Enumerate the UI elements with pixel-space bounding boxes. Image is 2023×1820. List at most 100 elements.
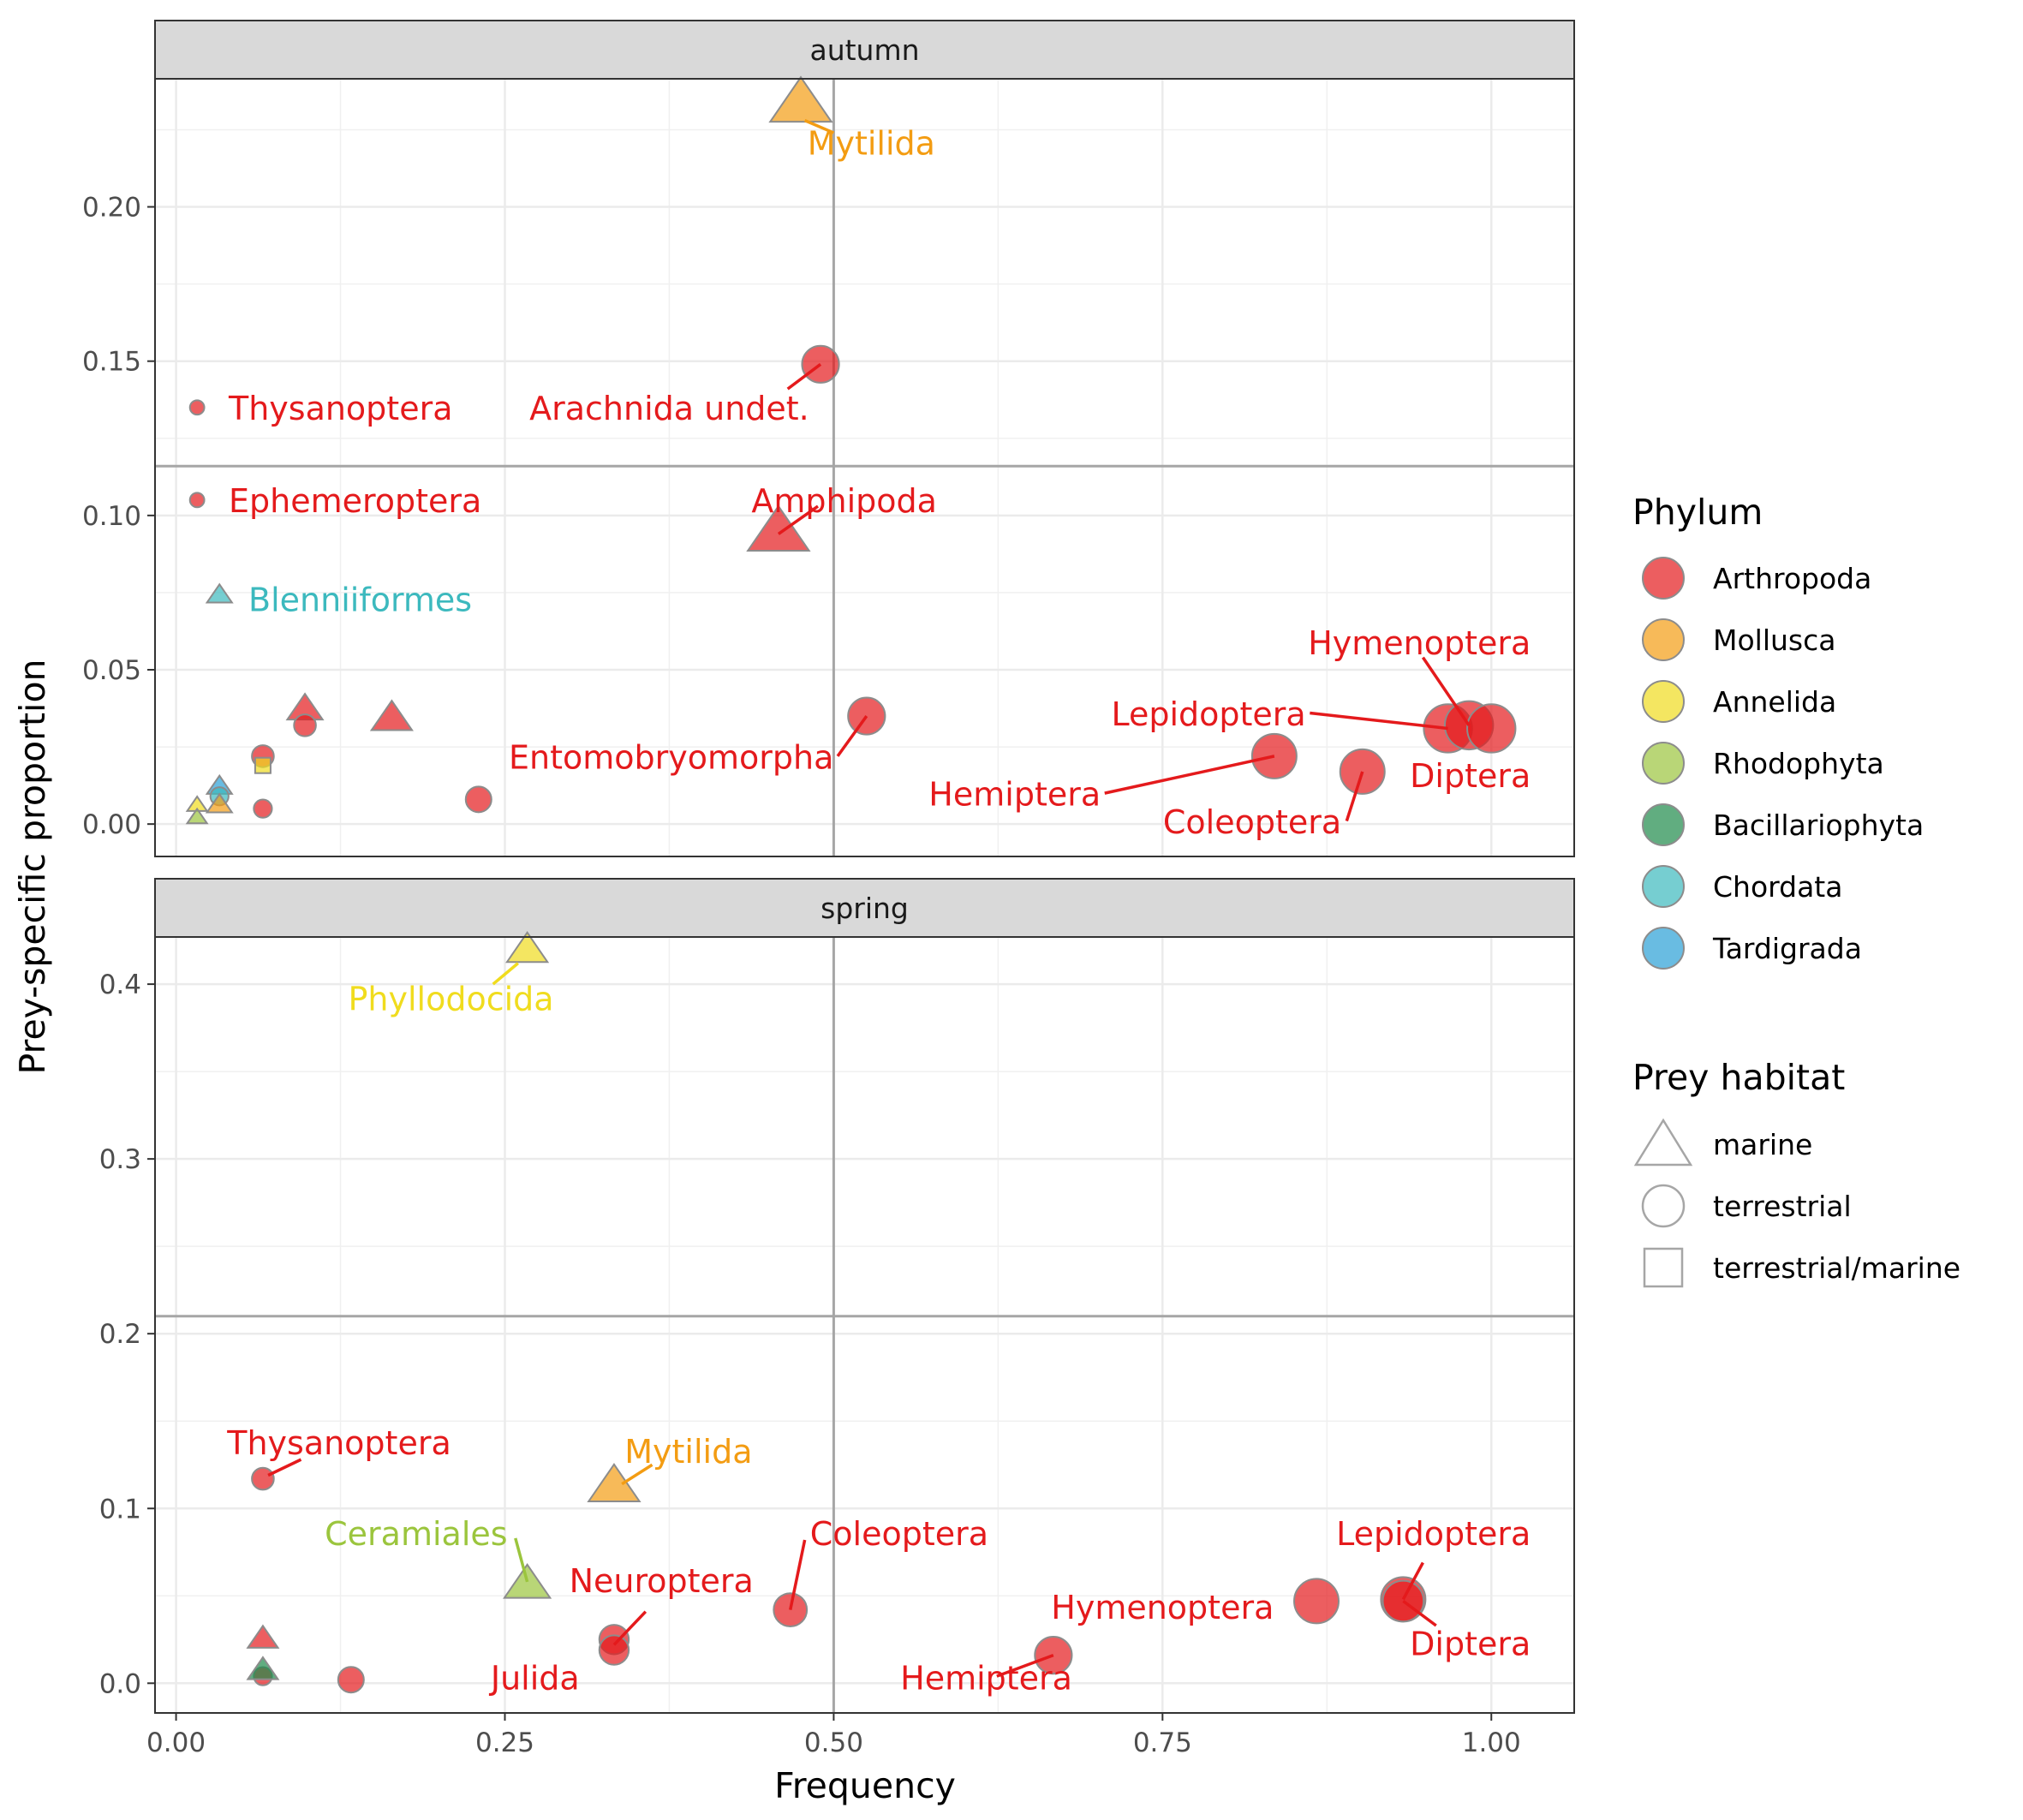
label-connector — [267, 1458, 302, 1477]
point-label: Entomobryomorpha — [509, 738, 833, 776]
legend-key-habitat — [1633, 1118, 1693, 1167]
label-connector — [1401, 1561, 1424, 1601]
y-tick-label: 0.2 — [99, 1319, 141, 1350]
point-label: Lepidoptera — [1111, 695, 1305, 733]
label-connector — [786, 362, 822, 391]
data-point — [1293, 1578, 1340, 1625]
legend-key-habitat — [1643, 1247, 1684, 1288]
label-connector — [803, 119, 835, 134]
data-point — [505, 931, 550, 964]
legend-label-phylum: Bacillariophyta — [1713, 809, 1924, 842]
legend-key-habitat — [1641, 1184, 1686, 1228]
legend-key-phylum — [1642, 618, 1685, 661]
point-label: Julida — [489, 1659, 580, 1697]
point-label: Hemiptera — [900, 1659, 1072, 1697]
point-label: Phyllodocida — [348, 981, 553, 1018]
y-tick-label: 0.00 — [82, 809, 141, 840]
x-tick-label: 0.50 — [804, 1728, 863, 1758]
data-point — [337, 1666, 365, 1694]
x-tick-label: 1.00 — [1462, 1728, 1521, 1758]
legend-key-phylum — [1642, 927, 1685, 970]
legend-key-phylum — [1642, 680, 1685, 723]
legend-label-habitat: terrestrial — [1713, 1190, 1852, 1223]
data-point — [185, 807, 209, 825]
point-label: Arachnida undet. — [529, 390, 809, 427]
label-connector — [1310, 711, 1448, 731]
label-connector — [1421, 656, 1471, 726]
label-connector — [1345, 771, 1364, 822]
data-point — [254, 756, 272, 774]
legend-key-phylum — [1642, 865, 1685, 908]
point-label: Coleoptera — [810, 1515, 988, 1553]
x-axis-title: Frequency — [774, 1765, 956, 1806]
x-tick-label: 0.00 — [146, 1728, 206, 1758]
label-connector — [996, 1654, 1054, 1678]
legend-label-phylum: Mollusca — [1713, 624, 1835, 657]
facet-panels: autumn Mytilida Thysanoptera Arachnida unde… — [82, 20, 1575, 1758]
legend-label-phylum: Chordata — [1713, 870, 1842, 904]
legend-key-phylum — [1642, 803, 1685, 846]
strip-background — [154, 878, 1575, 938]
label-connector — [789, 1539, 807, 1610]
data-point — [205, 792, 234, 814]
legend: Phylum Arthropoda Mollusca Annelida Rhodophy… — [1632, 492, 1960, 1288]
legend-label-phylum: Arthropoda — [1713, 562, 1871, 595]
panel-border — [154, 78, 1575, 857]
panel-background — [155, 79, 1574, 856]
point-label: Coleoptera — [1163, 803, 1341, 841]
point-label: Diptera — [1410, 1626, 1531, 1663]
y-axis-title: Prey-specific proportion — [12, 659, 53, 1074]
panel-border — [154, 936, 1575, 1714]
y-tick-label: 0.3 — [99, 1144, 141, 1175]
label-connector — [612, 1610, 647, 1646]
legend-label-phylum: Rhodophyta — [1713, 747, 1884, 780]
data-point — [768, 75, 833, 123]
y-tick-label: 0.20 — [82, 193, 141, 224]
point-label: Mytilida — [808, 124, 935, 162]
data-point — [188, 492, 206, 509]
label-connector — [1104, 755, 1275, 795]
point-label: Blenniiformes — [248, 582, 472, 619]
label-connector — [836, 715, 868, 757]
x-tick-label: 0.75 — [1133, 1728, 1192, 1758]
data-point — [246, 1624, 280, 1649]
label-connector — [514, 1537, 529, 1583]
strip-label: spring — [821, 892, 909, 925]
y-tick-label: 0.05 — [82, 655, 141, 686]
y-tick-label: 0.4 — [99, 970, 141, 1000]
point-label: Ceramiales — [325, 1515, 507, 1553]
label-connector — [492, 962, 519, 986]
point-label: Neuroptera — [570, 1562, 754, 1600]
point-label: Amphipoda — [751, 482, 937, 520]
data-point — [205, 582, 234, 604]
panel-autumn: autumn Mytilida Thysanoptera Arachnida unde… — [82, 20, 1575, 857]
data-point — [746, 504, 811, 552]
legend-key-phylum — [1642, 557, 1685, 600]
point-label: Thysanoptera — [228, 390, 453, 427]
x-tick-label: 0.25 — [475, 1728, 534, 1758]
data-point — [293, 713, 317, 737]
data-point — [246, 1656, 280, 1680]
legend-title-phylum: Phylum — [1632, 492, 1763, 533]
legend-title-habitat: Prey habitat — [1632, 1057, 1845, 1098]
y-tick-label: 0.1 — [99, 1494, 141, 1525]
data-point — [587, 1463, 642, 1502]
point-label: Diptera — [1410, 757, 1531, 795]
point-label: Lepidoptera — [1336, 1515, 1531, 1553]
legend-label-phylum: Tardigrada — [1712, 932, 1862, 965]
y-tick-label: 0.0 — [99, 1668, 141, 1699]
label-connector — [621, 1463, 653, 1486]
strip-background — [154, 20, 1575, 80]
panel-spring: spring Phyllodocida Thysanoptera Mytilida Ce… — [99, 878, 1575, 1758]
label-connector — [1402, 1600, 1437, 1627]
data-point — [1381, 1579, 1425, 1623]
data-point — [253, 798, 273, 819]
legend-label-habitat: terrestrial/marine — [1713, 1251, 1960, 1285]
data-point — [598, 1634, 630, 1666]
point-label: Hemiptera — [928, 776, 1101, 814]
point-label: Hymenoptera — [1051, 1589, 1274, 1626]
y-tick-label: 0.15 — [82, 347, 141, 378]
y-tick-label: 0.10 — [82, 501, 141, 532]
panel-background — [155, 937, 1574, 1713]
